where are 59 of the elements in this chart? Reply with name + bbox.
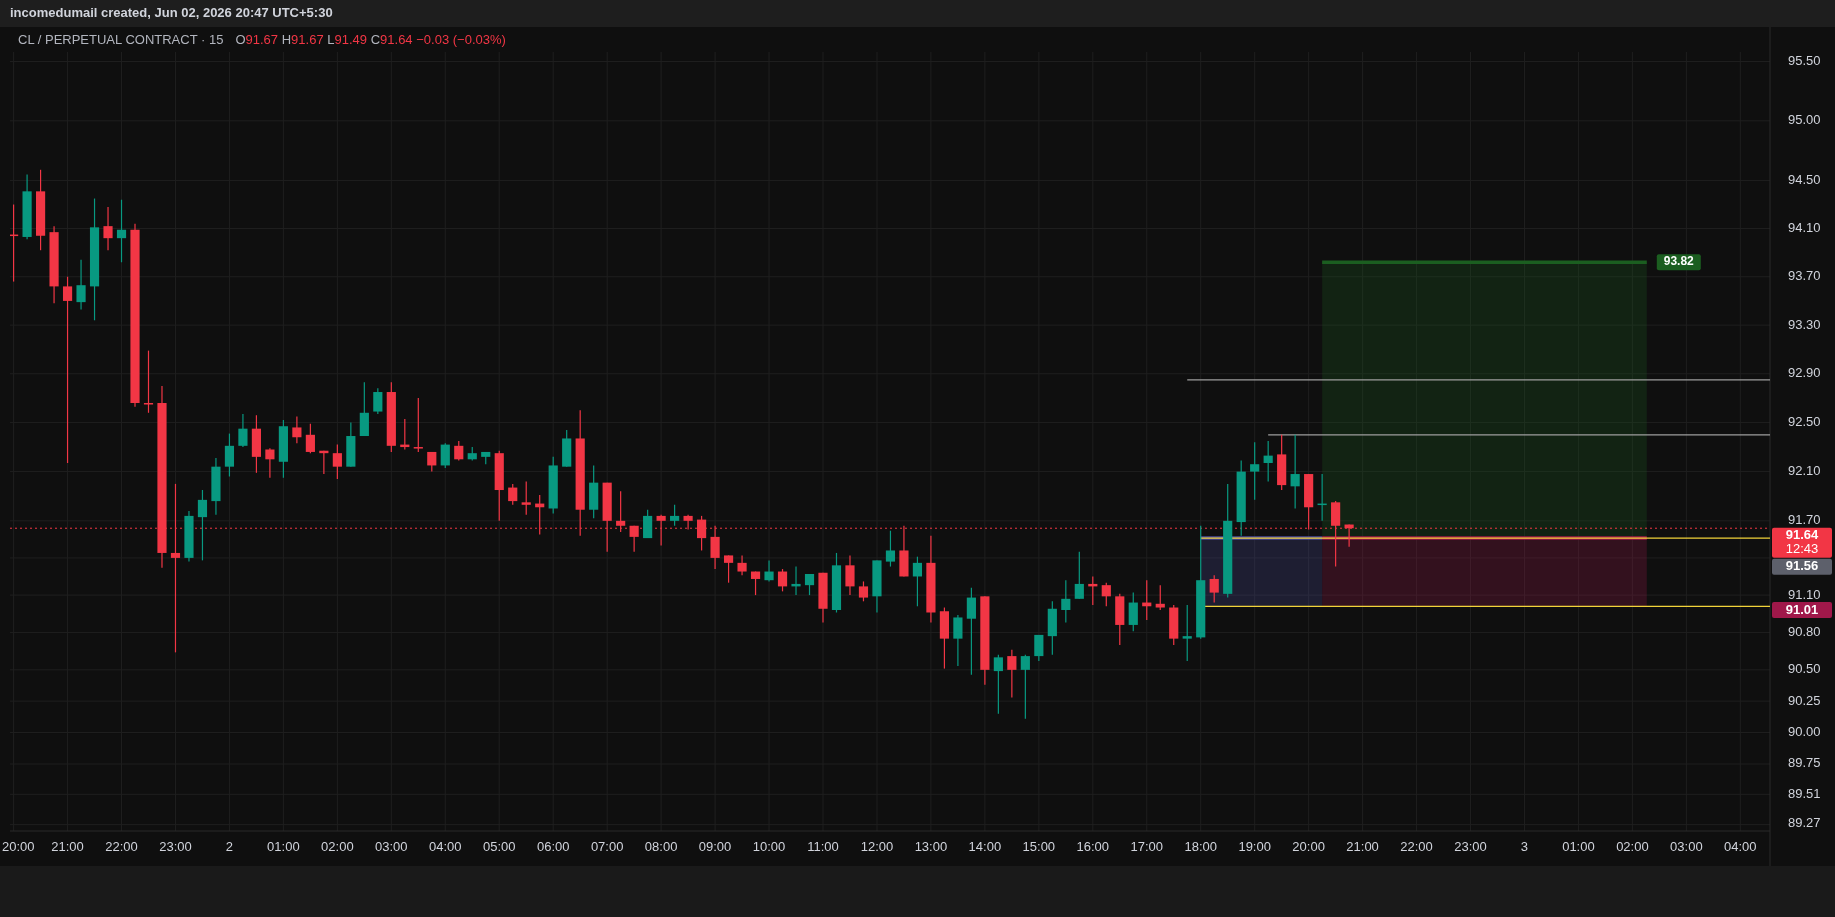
- x-tick-label: 07:00: [590, 839, 624, 855]
- text: 12:43: [1785, 541, 1819, 557]
- x-tick-label: 20:00: [1292, 839, 1325, 855]
- x-tick-label: 22:00: [105, 839, 138, 855]
- y-tick-label: 92.90: [1788, 365, 1821, 381]
- x-tick-label: 04:00: [1724, 839, 1757, 855]
- y-tick-label: 90.00: [1788, 723, 1821, 739]
- x-tick-label: 19:00: [1238, 839, 1271, 855]
- x-tick-label: 22:00: [1400, 839, 1433, 855]
- y-tick-label: 89.27: [1788, 815, 1821, 831]
- y-tick-label: 90.80: [1788, 623, 1821, 639]
- y-tick-label: 94.10: [1788, 219, 1821, 235]
- x-tick-label: 06:00: [536, 839, 570, 855]
- y-tick-label: 92.50: [1788, 414, 1821, 429]
- x-tick-label: 17:00: [1130, 839, 1164, 855]
- ref-line-label: 91.64: [1785, 527, 1820, 543]
- x-tick-label: 02:00: [1616, 839, 1649, 855]
- x-tick-label: 03:00: [375, 839, 408, 855]
- data-label: 91.56: [1785, 558, 1819, 574]
- y-tick-label: 94.50: [1788, 172, 1821, 187]
- x-tick-label: 02:00: [321, 839, 354, 855]
- y-tick-label: 93.30: [1788, 316, 1821, 332]
- x-tick-label: 13:00: [914, 839, 948, 855]
- x-tick-label: 3: [1520, 839, 1529, 855]
- y-tick-label: 92.10: [1788, 463, 1821, 479]
- y-tick-label: 95.00: [1788, 112, 1821, 128]
- x-tick-label: 15:00: [1022, 839, 1056, 855]
- x-tick-label: 14:00: [968, 839, 1002, 855]
- y-tick-label: 91.70: [1788, 512, 1821, 528]
- text: O91.67 H91.67 L91.49 C91.64 −0.03 (−0.03%): [235, 32, 506, 48]
- chart-subtitle: incomedumail created, Jun 02, 2026 20:47 UTC+5:30: [10, 5, 333, 21]
- y-tick-label: 95.50: [1788, 52, 1821, 68]
- x-tick-label: 04:00: [429, 839, 462, 855]
- x-tick-label: 20:00: [2, 839, 35, 855]
- y-tick-label: 90.25: [1788, 692, 1821, 708]
- x-tick-label: 16:00: [1076, 839, 1110, 855]
- x-tick-label: 21:00: [1346, 839, 1379, 855]
- y-tick-label: 93.70: [1788, 268, 1821, 284]
- x-tick-label: 05:00: [482, 839, 516, 855]
- data-label: 93.82: [1663, 254, 1695, 269]
- y-tick-label: 91.10: [1788, 586, 1821, 602]
- chart-title: CL / PERPETUAL CONTRACT · 15: [18, 32, 224, 48]
- x-tick-label: 21:00: [51, 839, 84, 855]
- x-tick-label: 10:00: [752, 839, 786, 855]
- x-tick-label: 23:00: [159, 839, 192, 855]
- x-tick-label: 18:00: [1184, 839, 1217, 855]
- x-tick-label: 12:00: [860, 839, 894, 855]
- x-tick-label: 11:00: [807, 839, 839, 855]
- y-tick-label: 90.50: [1788, 661, 1821, 677]
- x-tick-label: 01:00: [1562, 839, 1595, 855]
- x-tick-label: 23:00: [1454, 839, 1487, 855]
- x-tick-label: 03:00: [1670, 839, 1703, 855]
- x-tick-label: 2: [225, 839, 234, 855]
- x-tick-label: 09:00: [698, 839, 732, 855]
- y-tick-label: 89.51: [1788, 785, 1821, 801]
- x-tick-label: 08:00: [644, 839, 678, 855]
- x-tick-label: 01:00: [267, 839, 300, 855]
- y-tick-label: 89.75: [1788, 755, 1821, 771]
- data-label: 91.01: [1785, 601, 1819, 617]
